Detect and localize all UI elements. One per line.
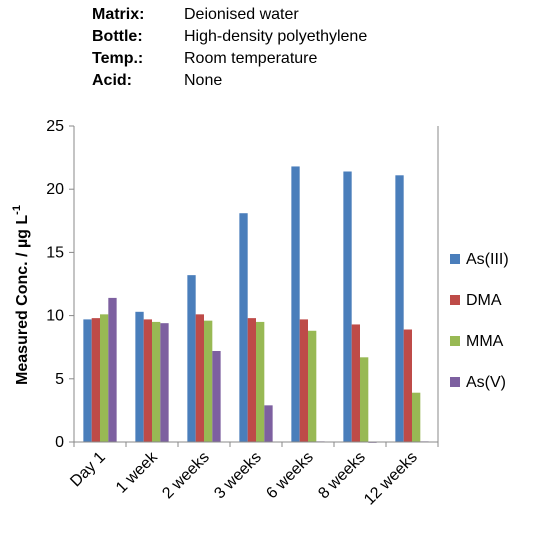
legend-swatch [450,295,460,305]
bar [91,318,100,442]
bar [308,330,317,442]
bar [239,213,248,442]
bar [360,357,369,442]
bar [143,319,152,442]
condition-row-matrix: Matrix: Deionised water [92,4,367,26]
x-tick-label: 12 weeks [361,449,421,509]
y-axis-label: Measured Conc. / µg L-1 [11,205,31,385]
bar [212,350,221,442]
y-axis-label-main: Measured Conc. / µg L [14,215,31,385]
bar [264,405,273,442]
y-tick-label: 25 [46,118,64,135]
bar [187,275,196,442]
bars-group [83,166,429,443]
condition-value: High-density polyethylene [184,28,368,45]
legend: As(III) DMA MMA As(V) [450,251,509,391]
y-ticks-group: 0 5 10 15 20 25 [46,118,74,451]
bar [403,329,412,442]
x-tick-label: Day 1 [67,449,109,491]
legend-swatch [450,336,460,346]
legend-label: MMA [466,333,504,350]
condition-value: Deionised water [184,6,299,23]
legend-label: As(V) [466,374,506,391]
x-tick-label: 1 week [113,448,162,497]
x-tick-label: 3 weeks [211,449,265,503]
x-tick-label: 2 weeks [159,449,213,503]
bar [291,166,300,442]
bar [412,392,421,442]
bar [135,311,144,442]
y-tick-label: 5 [55,371,64,388]
bar [247,318,256,442]
condition-row-temperature: Temp.: Room temperature [92,48,367,70]
condition-row-acid: Acid: None [92,70,367,92]
x-tick-label: 8 weeks [315,449,369,503]
bar [195,314,204,442]
y-tick-label: 10 [46,308,64,325]
condition-value: Room temperature [184,50,318,67]
bar [83,319,92,442]
bar [343,171,352,442]
condition-row-bottle: Bottle: High-density polyethylene [92,26,367,48]
legend-label: DMA [466,292,502,309]
bar [299,319,308,442]
bar [204,320,213,442]
y-tick-label: 20 [46,181,64,198]
axes-group [73,126,439,443]
sample-conditions: Matrix: Deionised water Bottle: High-den… [92,4,367,92]
condition-label: Bottle: [92,28,143,45]
legend-label: As(III) [466,251,509,268]
legend-swatch [450,254,460,264]
bar [351,324,360,442]
y-tick-label: 0 [55,434,64,451]
bar [108,297,117,442]
bar [152,321,161,442]
bar [160,323,169,442]
bar [256,321,265,442]
condition-label: Acid: [92,72,132,89]
bar [395,175,404,443]
legend-swatch [450,377,460,387]
condition-label: Temp.: [92,50,144,67]
y-axis-label-superscript: -1 [11,205,23,215]
condition-value: None [184,72,223,89]
condition-label: Matrix: [92,6,145,23]
y-tick-label: 15 [46,244,64,261]
x-tick-label: 6 weeks [263,449,317,503]
bar [100,314,109,442]
